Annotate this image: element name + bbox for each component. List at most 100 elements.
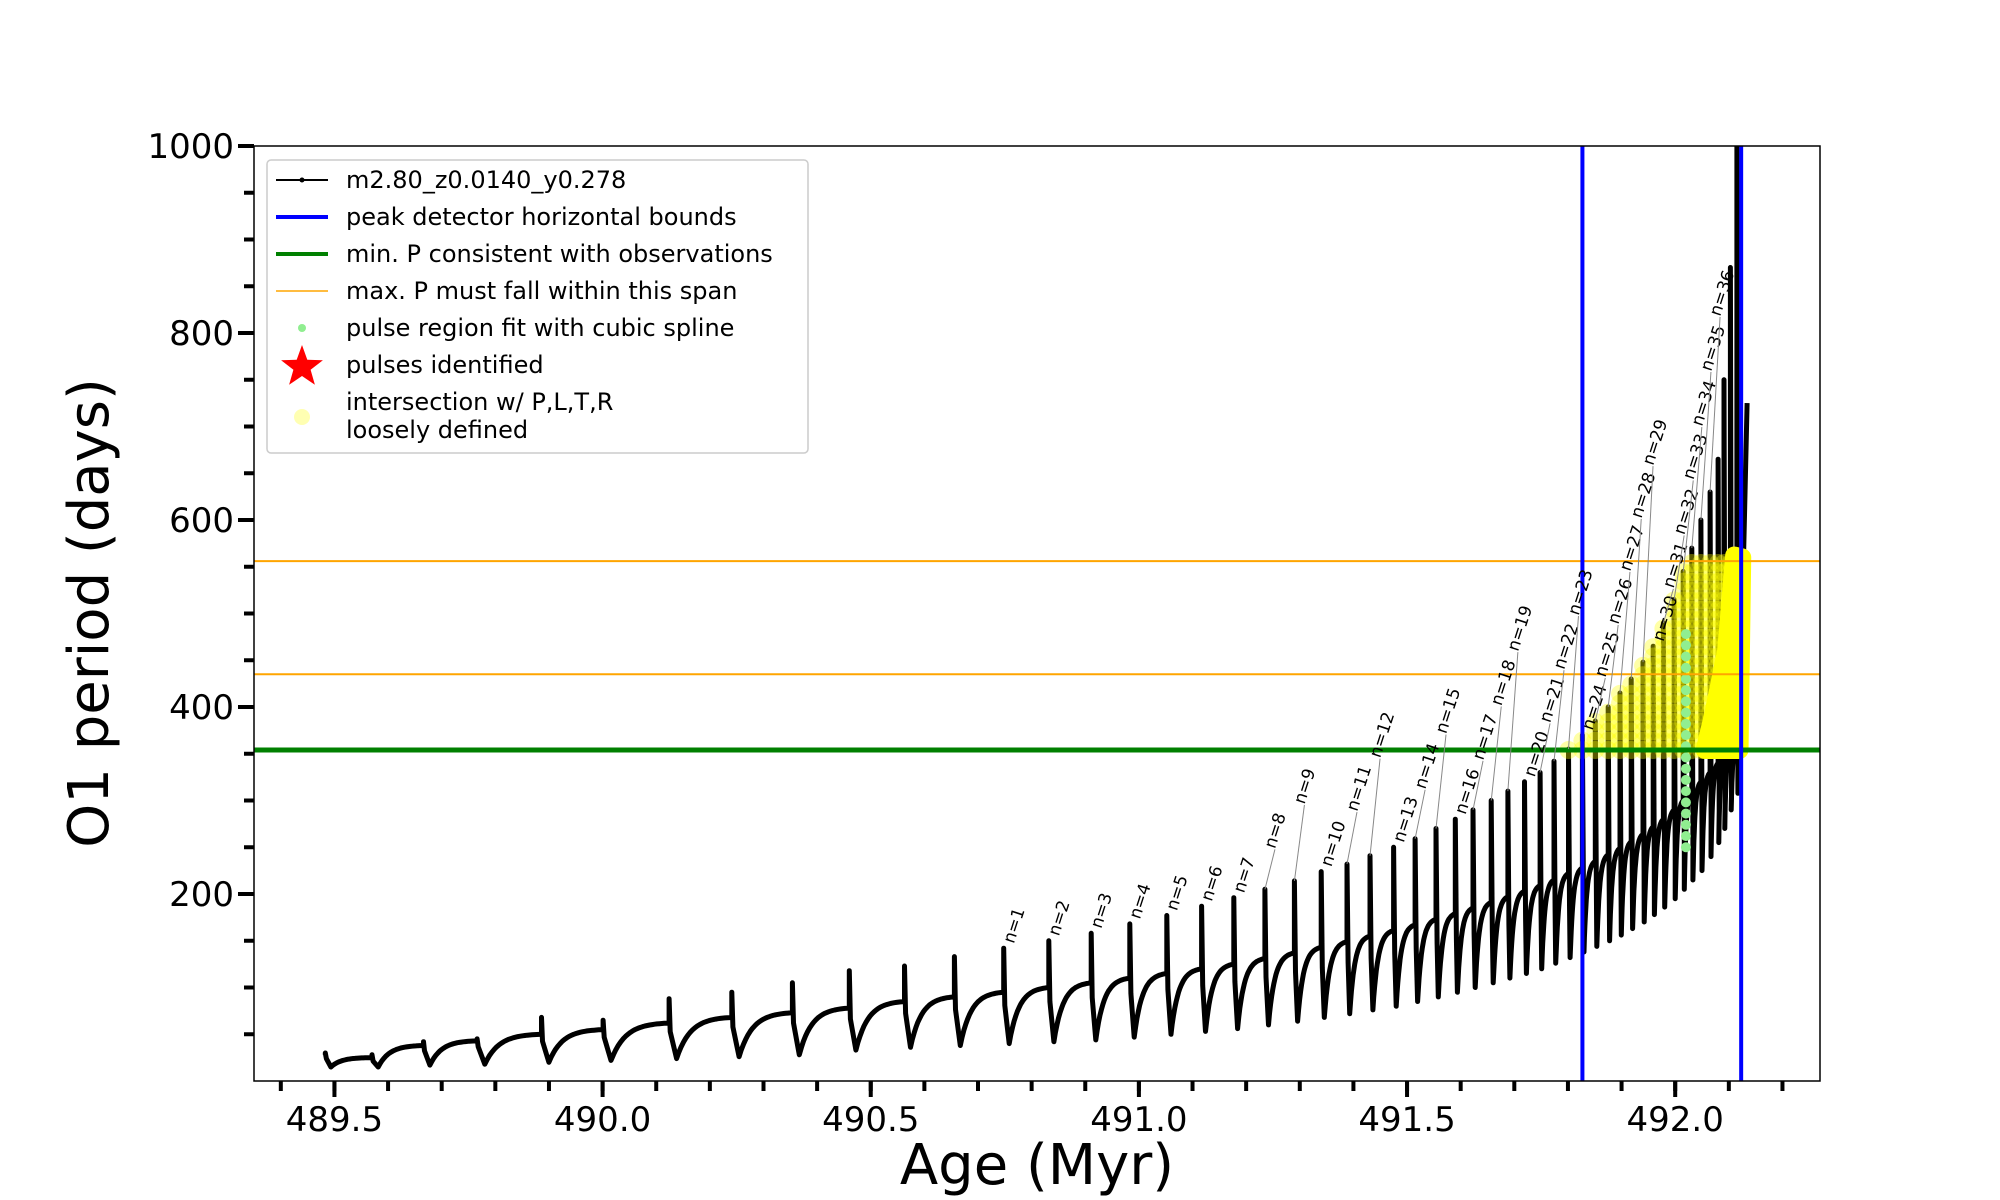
- pulse-label-leader: [1539, 723, 1551, 773]
- spline-point: [1680, 673, 1691, 684]
- x-axis-label: Age (Myr): [900, 1133, 1174, 1198]
- pulse-label: n=22: [1550, 621, 1583, 672]
- spline-point: [1680, 629, 1691, 640]
- intersection-point: [1644, 694, 1663, 713]
- pulse-label: n=29: [1639, 417, 1672, 468]
- intersection-point: [1674, 600, 1693, 619]
- intersection-point: [1622, 722, 1641, 741]
- intersection-point: [1665, 722, 1684, 741]
- x-tick-label: 491.5: [1358, 1100, 1455, 1140]
- pulse-label: n=25: [1591, 629, 1624, 680]
- intersection-point: [1654, 647, 1673, 666]
- pulse-label: n=12: [1366, 710, 1399, 761]
- y-tick-label: 1000: [147, 127, 234, 167]
- pulse-label-leader: [1472, 760, 1484, 810]
- intersection-point: [1654, 628, 1673, 647]
- intersection-point: [1644, 675, 1663, 694]
- intersection-point: [1610, 703, 1629, 722]
- intersection-point: [1644, 731, 1663, 750]
- intersection-point: [1599, 703, 1618, 722]
- pulse-label: n=5: [1163, 873, 1193, 913]
- intersection-point: [1665, 638, 1684, 657]
- intersection-point: [1634, 712, 1653, 731]
- spline-point: [1680, 831, 1691, 842]
- pulse-label: n=15: [1432, 686, 1465, 737]
- plot-area: [254, 146, 1820, 1081]
- intersection-point: [1610, 722, 1629, 741]
- intersection-point: [1610, 684, 1629, 703]
- axis-ticks: 489.5 490.0 490.5 491.0 491.5 492.0 200 400 600 8…: [147, 127, 1785, 1140]
- y-tick-label: 200: [169, 875, 234, 915]
- intersection-point: [1701, 647, 1720, 666]
- intersection-point: [1674, 572, 1693, 591]
- intersection-point: [1622, 712, 1641, 731]
- intersection-point: [1634, 722, 1653, 741]
- intersection-point: [1654, 712, 1673, 731]
- pulse-label-leader: [1709, 316, 1721, 492]
- intersection-point: [1654, 619, 1673, 638]
- intersection-point: [1665, 628, 1684, 647]
- pulse-label-leader: [1369, 758, 1381, 856]
- spline-point: [1680, 662, 1691, 673]
- pulse-label: n=1: [999, 906, 1029, 946]
- intersection-point: [1691, 638, 1710, 657]
- intersection-point: [1701, 582, 1720, 601]
- intersection-point: [1665, 647, 1684, 666]
- pulse-label-leader: [1264, 849, 1276, 890]
- intersection-point: [1691, 619, 1710, 638]
- intersection-point: [1691, 675, 1710, 694]
- pulse-label: n=16: [1451, 766, 1484, 817]
- pulse-label-leader: [1293, 804, 1305, 881]
- intersection-point: [1709, 563, 1728, 582]
- pulse-label-leader: [1642, 466, 1654, 663]
- intersection-point: [1665, 610, 1684, 629]
- intersection-point: [1586, 712, 1605, 731]
- spline-point: [1680, 640, 1691, 651]
- intersection-point: [1634, 694, 1653, 713]
- pulse-label: n=4: [1126, 881, 1156, 921]
- pulse-label: n=17: [1469, 712, 1502, 763]
- pulse-label: n=35: [1697, 323, 1730, 374]
- y-tick-label: 800: [169, 314, 234, 354]
- intersection-point: [1644, 684, 1663, 703]
- pulse-label-leader: [1630, 518, 1642, 679]
- spline-point: [1680, 797, 1691, 808]
- y-tick-label: 400: [169, 688, 234, 728]
- x-tick-label: 489.5: [286, 1100, 383, 1140]
- intersection-point: [1599, 722, 1618, 741]
- legend-label: pulse region fit with cubic spline: [346, 314, 734, 342]
- intersection-point: [1634, 703, 1653, 722]
- intersection-point: [1682, 610, 1701, 629]
- intersection-point: [1654, 675, 1673, 694]
- pulse-label: n=10: [1317, 819, 1350, 870]
- spline-point: [1680, 718, 1691, 729]
- intersection-point: [1644, 712, 1663, 731]
- intersection-point: [1665, 619, 1684, 638]
- intersection-point: [1691, 572, 1710, 591]
- spline-point: [1680, 730, 1691, 741]
- legend-label: loosely defined: [346, 416, 528, 444]
- pulse-label-leader: [1700, 371, 1712, 521]
- pulse-label: n=3: [1087, 891, 1117, 931]
- spline-point: [1680, 707, 1691, 718]
- intersection-point: [1622, 684, 1641, 703]
- intersection-point: [1644, 647, 1663, 666]
- pulse-label-leader: [1682, 480, 1694, 572]
- pulse-label: n=21: [1536, 674, 1569, 725]
- pulse-label-leader: [1346, 811, 1358, 865]
- intersection-point: [1691, 647, 1710, 666]
- intersection-point: [1654, 638, 1673, 657]
- legend-star-icon: [281, 345, 323, 385]
- pulse-label: n=7: [1230, 855, 1260, 895]
- intersection-point: [1701, 572, 1720, 591]
- intersection-point: [1665, 656, 1684, 675]
- pulse-label-leader: [1435, 734, 1447, 829]
- intersection-point: [1654, 731, 1673, 750]
- pulse-label-leader: [1507, 652, 1519, 792]
- intersection-point: [1610, 712, 1629, 731]
- intersection-point: [1599, 731, 1618, 750]
- pulse-label: n=33: [1679, 431, 1712, 482]
- intersection-point: [1665, 684, 1684, 703]
- intersection-point: [1654, 684, 1673, 703]
